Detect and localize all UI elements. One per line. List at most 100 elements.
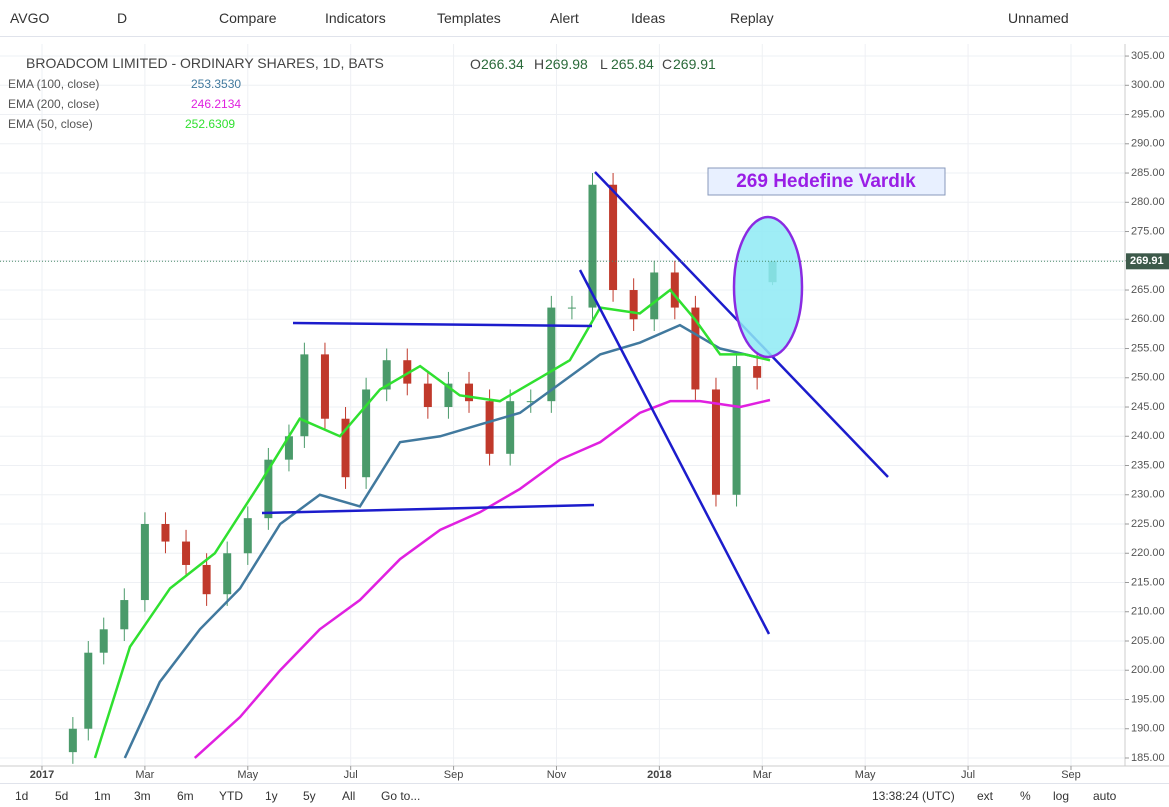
- goto-button[interactable]: Go to...: [381, 789, 421, 803]
- ema-line: [123, 323, 761, 759]
- candle-body: [711, 389, 720, 495]
- indicator-name: EMA (50, close): [8, 117, 93, 131]
- ohlc-label: O: [470, 56, 481, 72]
- candle-body: [382, 360, 391, 390]
- x-tick-label: 2018: [647, 769, 671, 781]
- candle-body: [140, 524, 149, 601]
- candle-body: [650, 272, 659, 320]
- x-tick-label: Mar: [135, 769, 154, 781]
- x-tick-label: May: [237, 769, 258, 781]
- candle-body: [609, 184, 618, 291]
- y-tick-label: 240.00: [1131, 430, 1165, 442]
- scale-option[interactable]: log: [1053, 789, 1070, 803]
- y-tick-label: 265.00: [1131, 284, 1165, 296]
- candle-body: [567, 307, 576, 309]
- x-tick-label: Nov: [547, 769, 567, 781]
- y-tick-label: 275.00: [1131, 225, 1165, 237]
- candle-body: [506, 401, 515, 454]
- candle-body: [202, 564, 211, 595]
- y-tick-label: 220.00: [1131, 547, 1165, 559]
- x-tick-label: Mar: [753, 769, 772, 781]
- annotation: 269 Hedefine Vardık: [736, 171, 916, 192]
- y-tick-label: 300.00: [1131, 79, 1165, 91]
- candle-body: [182, 541, 191, 565]
- toolbar-button[interactable]: Templates: [437, 10, 501, 26]
- candle-body: [120, 600, 129, 630]
- trend-line: [292, 321, 593, 328]
- candle-body: [485, 401, 494, 454]
- range-button[interactable]: 1d: [15, 789, 29, 803]
- indicator-value: 252.6309: [185, 117, 236, 131]
- range-button[interactable]: YTD: [219, 789, 243, 803]
- toolbar-button[interactable]: Ideas: [631, 10, 666, 26]
- interval[interactable]: D: [117, 10, 128, 26]
- toolbar-button[interactable]: Indicators: [325, 10, 386, 26]
- y-tick-label: 210.00: [1131, 606, 1165, 618]
- candle-body: [84, 652, 93, 729]
- candle-body: [99, 629, 108, 653]
- indicator-name: EMA (200, close): [8, 97, 100, 111]
- x-tick-label: Jul: [961, 769, 975, 781]
- range-button[interactable]: 6m: [177, 789, 194, 803]
- range-button[interactable]: All: [342, 789, 356, 803]
- candle-body: [444, 383, 453, 408]
- grid: [0, 44, 1125, 766]
- ema-line: [93, 288, 771, 759]
- x-tick-label: May: [855, 769, 876, 781]
- candle-body: [320, 354, 329, 419]
- trend-line: [578, 269, 771, 635]
- candle-body: [629, 290, 638, 320]
- candle-body: [465, 383, 474, 402]
- y-tick-label: 195.00: [1131, 693, 1165, 705]
- toolbar-button[interactable]: Alert: [550, 10, 579, 26]
- chart: 185.00 190.00 195.00 200.00 205.00 210.00 215.…: [0, 44, 1169, 781]
- candle-body: [243, 518, 252, 554]
- candle-body: [423, 383, 432, 408]
- y-tick-label: 305.00: [1131, 50, 1165, 62]
- range-button[interactable]: 1y: [265, 789, 278, 803]
- range-button[interactable]: 5y: [303, 789, 316, 803]
- candle-body: [223, 553, 232, 595]
- ohlc-label: C: [662, 56, 673, 72]
- range-button[interactable]: 5d: [55, 789, 69, 803]
- indicator-value: 246.2134: [191, 97, 242, 111]
- ohlc-label: H: [534, 56, 545, 72]
- symbol[interactable]: AVGO: [10, 10, 50, 26]
- annotation-box: [707, 167, 946, 196]
- ohlc-value: 269.98: [545, 56, 588, 72]
- scale-option[interactable]: ext: [977, 789, 994, 803]
- range-button[interactable]: 1m: [94, 789, 111, 803]
- candle-body: [362, 389, 371, 478]
- symbol-title: BROADCOM LIMITED - ORDINARY SHARES, 1D, …: [26, 55, 384, 71]
- y-tick-label: 290.00: [1131, 138, 1165, 150]
- y-tick-label: 295.00: [1131, 108, 1165, 120]
- candle-body: [691, 307, 700, 390]
- candle-body: [732, 366, 741, 495]
- candle-body: [547, 307, 556, 402]
- x-tick-label: Sep: [1061, 769, 1081, 781]
- last-price-label: 269.91: [1130, 255, 1164, 267]
- y-tick-label: 260.00: [1131, 313, 1165, 325]
- ema-line: [193, 398, 771, 759]
- toolbar-button[interactable]: Replay: [730, 10, 774, 26]
- y-tick-label: 190.00: [1131, 723, 1165, 735]
- y-tick-label: 280.00: [1131, 196, 1165, 208]
- trend-line: [261, 503, 595, 515]
- ohlc-value: 265.84: [611, 56, 654, 72]
- toolbar-button[interactable]: Compare: [219, 10, 277, 26]
- scale-option[interactable]: auto: [1093, 789, 1117, 803]
- scale-option[interactable]: %: [1020, 789, 1031, 803]
- x-tick-label: Sep: [444, 769, 464, 781]
- candle-body: [68, 728, 77, 753]
- bottom-bar: 1d 5d 1m 3m 6m YTD 1y 5y All Go to... 13:38:24 (UT…: [0, 783, 1169, 807]
- candle-body: [341, 418, 350, 478]
- layout-name[interactable]: Unnamed: [1008, 10, 1069, 26]
- candle-body: [526, 401, 535, 403]
- candle-body: [753, 366, 762, 378]
- candle-body: [403, 360, 412, 384]
- clock: 13:38:24 (UTC): [872, 789, 955, 803]
- indicator-name: EMA (100, close): [8, 77, 100, 91]
- range-button[interactable]: 3m: [134, 789, 151, 803]
- candle-body: [284, 436, 293, 460]
- x-tick-label: Jul: [344, 769, 358, 781]
